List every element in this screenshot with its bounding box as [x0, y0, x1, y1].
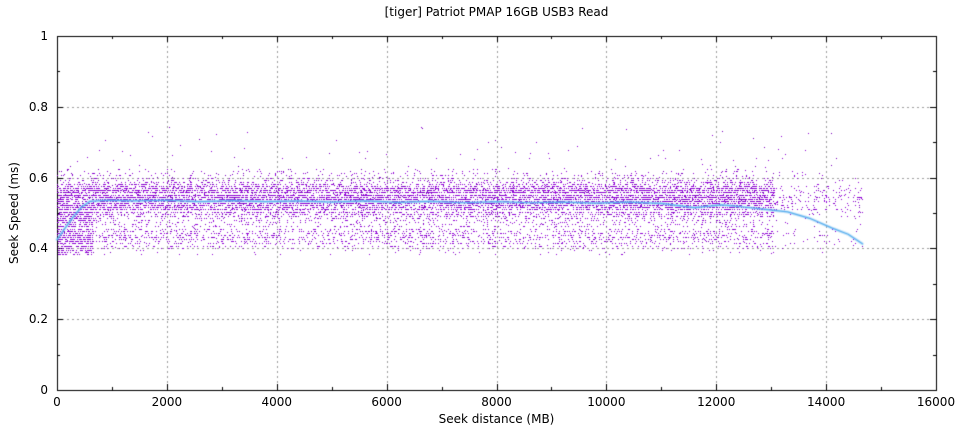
x-tick-label: 8000 — [481, 395, 512, 409]
y-tick-label: 0.6 — [28, 170, 48, 185]
chart-title: [tiger] Patriot PMAP 16GB USB3 Read — [384, 5, 609, 19]
y-tick-label: 0.8 — [28, 99, 48, 114]
x-tick-label: 12000 — [697, 395, 736, 409]
x-tick-label: 10000 — [587, 395, 626, 409]
y-tick-label: 0 — [40, 383, 48, 397]
x-tick-label: 6000 — [371, 395, 402, 409]
x-tick-label: 2000 — [151, 395, 183, 409]
x-tick-label: 0 — [53, 395, 61, 409]
y-tick-label: 1 — [40, 29, 48, 43]
y-tick-label: 0.4 — [28, 241, 48, 256]
x-tick-label: 4000 — [261, 395, 293, 409]
y-tick-label: 0.2 — [28, 312, 48, 327]
x-tick-label: 14000 — [807, 395, 846, 409]
x-tick-label: 16000 — [916, 395, 956, 409]
x-axis-label: Seek distance (MB) — [438, 412, 555, 426]
